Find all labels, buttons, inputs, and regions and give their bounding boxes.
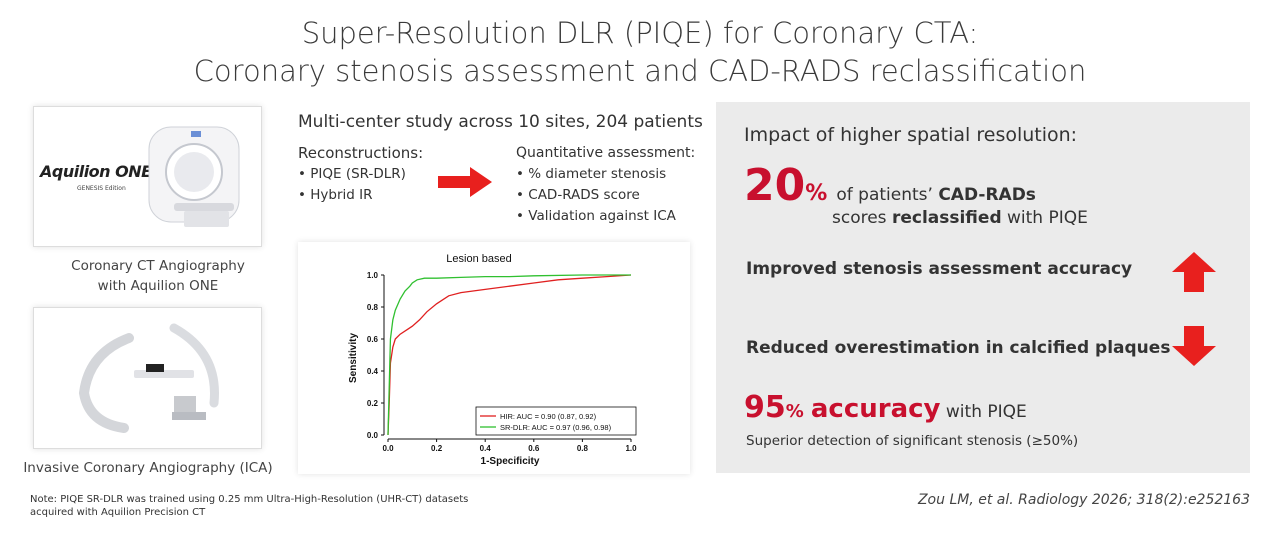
improved-accuracy-text: Improved stenosis assessment accuracy bbox=[746, 259, 1133, 279]
y-tick-label: 0.0 bbox=[367, 431, 379, 440]
y-tick-label: 0.8 bbox=[367, 303, 379, 312]
stat1-line2-c: with PIQE bbox=[1001, 208, 1088, 228]
stat1-number: 20 bbox=[744, 160, 806, 211]
y-tick-label: 0.4 bbox=[367, 367, 379, 376]
scanner-edition: GENESIS Edition bbox=[77, 185, 126, 192]
y-axis-label: Sensitivity bbox=[348, 333, 359, 383]
impact-panel: Impact of higher spatial resolution: 20%… bbox=[716, 102, 1250, 473]
right-arrow-icon bbox=[438, 167, 492, 197]
legend-label: SR-DLR: AUC = 0.97 (0.96, 0.98) bbox=[500, 423, 612, 432]
x-tick-label: 0.0 bbox=[382, 444, 394, 453]
footnote: Note: PIQE SR-DLR was trained using 0.25… bbox=[30, 493, 510, 519]
title-line-2: Coronary stenosis assessment and CAD-RAD… bbox=[193, 54, 1087, 88]
quantitative-list: % diameter stenosis CAD-RADS score Valid… bbox=[516, 164, 676, 227]
quantitative-header: Quantitative assessment: bbox=[516, 145, 696, 161]
stat1-percent: % bbox=[805, 181, 828, 206]
angiography-system-image bbox=[33, 307, 262, 449]
reconstructions-header: Reconstructions: bbox=[298, 144, 424, 162]
list-item: % diameter stenosis bbox=[516, 164, 676, 185]
ct-scanner-icon bbox=[148, 126, 240, 227]
x-tick-label: 1.0 bbox=[625, 444, 637, 453]
x-tick-label: 0.8 bbox=[577, 444, 589, 453]
stat1-line2-b: reclassified bbox=[891, 208, 1002, 228]
list-item: Validation against ICA bbox=[516, 206, 676, 227]
stat-accuracy: 95% accuracy with PIQE bbox=[744, 390, 1027, 425]
ct-caption-line-1: Coronary CT Angiography bbox=[71, 258, 245, 274]
stat2-word: accuracy bbox=[810, 394, 941, 424]
stat1-line-2: scores reclassified with PIQE bbox=[832, 208, 1088, 228]
ct-caption-line-2: with Aquilion ONE bbox=[97, 278, 219, 294]
stat1-text-b: CAD-RADs bbox=[938, 185, 1036, 205]
stat-reclassified: 20% of patients’ CAD-RADs bbox=[744, 160, 1036, 211]
legend-label: HIR: AUC = 0.90 (0.87, 0.92) bbox=[500, 412, 597, 421]
reduced-overestimation-text: Reduced overestimation in calcified plaq… bbox=[746, 338, 1171, 358]
roc-chart: Lesion based 1-Specificity Sensitivity 0… bbox=[298, 242, 690, 474]
roc-chart-svg: Lesion based 1-Specificity Sensitivity 0… bbox=[348, 253, 637, 467]
ct-caption: Coronary CT Angiography with Aquilion ON… bbox=[33, 256, 283, 296]
x-axis-label: 1-Specificity bbox=[481, 456, 540, 467]
scanner-brand: Aquilion ONE bbox=[40, 162, 152, 181]
stat2-percent: % bbox=[785, 401, 804, 422]
x-tick-label: 0.4 bbox=[480, 444, 492, 453]
list-item: CAD-RADS score bbox=[516, 185, 676, 206]
stat2-suffix: with PIQE bbox=[940, 402, 1027, 422]
series-line-1 bbox=[387, 274, 632, 436]
arrow-up-icon bbox=[1172, 252, 1216, 292]
study-description: Multi-center study across 10 sites, 204 … bbox=[298, 112, 703, 132]
x-tick-label: 0.2 bbox=[431, 444, 443, 453]
stat1-line2-a: scores bbox=[832, 208, 892, 228]
page-title: Super-Resolution DLR (PIQE) for Coronary… bbox=[0, 14, 1280, 90]
y-tick-label: 1.0 bbox=[367, 271, 379, 280]
citation: Zou LM, et al. Radiology 2026; 318(2):e2… bbox=[917, 492, 1250, 508]
x-tick-label: 0.6 bbox=[528, 444, 540, 453]
impact-header: Impact of higher spatial resolution: bbox=[744, 124, 1078, 146]
y-tick-label: 0.6 bbox=[367, 335, 379, 344]
stat1-text-a: of patients’ bbox=[836, 185, 939, 205]
stat2-number: 95 bbox=[744, 390, 786, 425]
y-tick-label: 0.2 bbox=[367, 399, 379, 408]
reconstructions-list: PIQE (SR-DLR) Hybrid IR bbox=[298, 164, 406, 206]
title-line-1: Super-Resolution DLR (PIQE) for Coronary… bbox=[301, 16, 979, 50]
ct-scanner-image: Aquilion ONE GENESIS Edition bbox=[33, 106, 262, 247]
angiography-c-arm-icon bbox=[78, 323, 219, 433]
chart-title: Lesion based bbox=[446, 253, 511, 265]
stat2-subtext: Superior detection of significant stenos… bbox=[746, 433, 1079, 449]
list-item: PIQE (SR-DLR) bbox=[298, 164, 406, 185]
arrow-down-icon bbox=[1172, 326, 1216, 366]
footnote-line-2: acquired with Aquilion Precision CT bbox=[30, 507, 206, 518]
legend-box bbox=[475, 406, 637, 436]
series-line-2 bbox=[387, 274, 631, 436]
chart-legend: HIR: AUC = 0.90 (0.87, 0.92) SR-DLR: AUC … bbox=[475, 406, 637, 436]
footnote-line-1: Note: PIQE SR-DLR was trained using 0.25… bbox=[30, 494, 469, 505]
list-item: Hybrid IR bbox=[298, 185, 406, 206]
ica-caption: Invasive Coronary Angiography (ICA) bbox=[23, 460, 273, 476]
